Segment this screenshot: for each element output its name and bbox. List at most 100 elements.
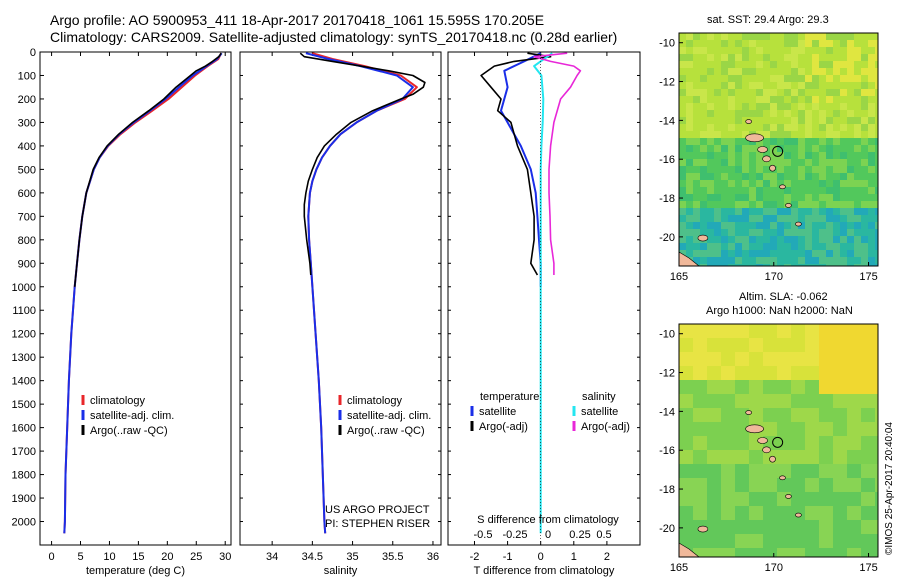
map-cell [868, 215, 875, 222]
map-cell [847, 40, 854, 47]
map-cell [784, 61, 791, 68]
island [785, 494, 792, 499]
map-cell [693, 131, 700, 138]
map-cell [847, 110, 854, 117]
map-cell [819, 152, 826, 159]
map-cell [833, 436, 847, 450]
map-x-tick-label: 165 [670, 562, 688, 574]
map-cell [791, 408, 805, 422]
map-cell [742, 89, 749, 96]
map-cell [868, 124, 875, 131]
map-cell [721, 338, 735, 352]
map-cell [770, 229, 777, 236]
map-cell [854, 82, 861, 89]
map-cell [784, 236, 791, 243]
map-cell [791, 257, 798, 264]
map-cell [693, 82, 700, 89]
map-cell [693, 152, 700, 159]
map-cell [735, 208, 742, 215]
map-cell [875, 124, 878, 131]
map-cell [868, 117, 875, 124]
map-cell [791, 338, 805, 352]
map-cell [847, 138, 854, 145]
map-cell [749, 236, 756, 243]
map-cell [826, 166, 833, 173]
map-cell [714, 201, 721, 208]
map-cell [749, 75, 756, 82]
map-cell [777, 180, 784, 187]
map-cell [735, 380, 749, 394]
map-cell [749, 222, 756, 229]
map-cell [763, 96, 770, 103]
map-cell [847, 352, 861, 366]
map-cell [721, 117, 728, 124]
map-cell [875, 54, 878, 61]
map-cell [833, 152, 840, 159]
map-cell [847, 201, 854, 208]
map-cell [875, 173, 878, 180]
map-cell [840, 250, 847, 257]
map-cell [833, 229, 840, 236]
map-cell [875, 194, 878, 201]
map-cell [826, 187, 833, 194]
map-cell [854, 131, 861, 138]
map-cell [875, 250, 878, 257]
map-cell [833, 201, 840, 208]
map-cell [700, 187, 707, 194]
map-cell [763, 201, 770, 208]
map-cell [861, 236, 868, 243]
map-cell [819, 436, 833, 450]
map-cell [749, 82, 756, 89]
map-cell [819, 159, 826, 166]
map-cell [770, 47, 777, 54]
map-cell [679, 436, 693, 450]
map-cell [861, 138, 868, 145]
map-cell [735, 61, 742, 68]
map-cell [735, 75, 742, 82]
map-cell [868, 75, 875, 82]
map-cell [728, 152, 735, 159]
map-cell [861, 506, 875, 520]
map-cell [735, 264, 742, 266]
map-cell [735, 222, 742, 229]
panel-frame-2 [447, 51, 641, 546]
diff-top-tick-label: -0.5 [474, 529, 493, 541]
map-cell [833, 394, 847, 408]
map-cell [679, 243, 686, 250]
map-cell [721, 422, 735, 436]
map-cell [728, 138, 735, 145]
depth-tick-label: 800 [18, 235, 36, 247]
map-cell [742, 194, 749, 201]
map-cell [819, 89, 826, 96]
map-cell [749, 208, 756, 215]
map-cell [707, 103, 714, 110]
map-cell [686, 40, 693, 47]
map-cell [707, 243, 714, 250]
map-cell [805, 215, 812, 222]
map-cell [812, 110, 819, 117]
map-cell [777, 436, 791, 450]
map-cell [784, 264, 791, 266]
map-cell [777, 366, 791, 380]
map-cell [756, 96, 763, 103]
map-cell [714, 89, 721, 96]
map-cell [777, 534, 791, 548]
map-cell [770, 159, 777, 166]
map-cell [707, 40, 714, 47]
map-cell [833, 243, 840, 250]
map-cell [714, 257, 721, 264]
map-cell [875, 422, 878, 436]
map-cell [791, 436, 805, 450]
map-cell [777, 159, 784, 166]
map-cell [721, 352, 735, 366]
map-cell [693, 408, 707, 422]
map-cell [819, 450, 833, 464]
island [785, 203, 792, 208]
map-cell [735, 103, 742, 110]
map-cell [861, 173, 868, 180]
map-cell [847, 257, 854, 264]
map-cell [798, 166, 805, 173]
map-cell [777, 236, 784, 243]
map-cell [707, 194, 714, 201]
map-cell [686, 75, 693, 82]
